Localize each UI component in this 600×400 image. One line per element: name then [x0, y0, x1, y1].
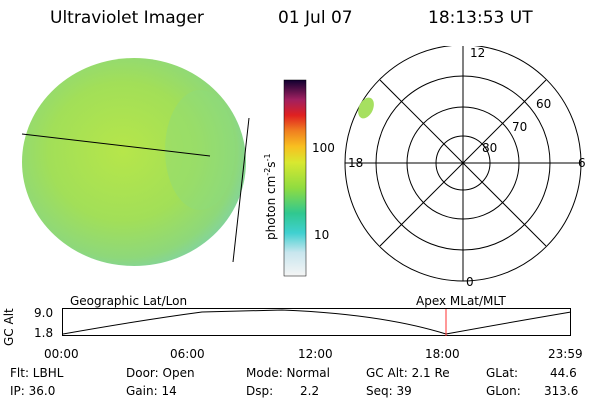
ip-label: IP: 36.0 [10, 384, 56, 398]
colorbar-tick-100: 100 [312, 141, 335, 155]
mode-label: Mode: Normal [246, 366, 330, 380]
alt-right-title: Apex MLat/MLT [416, 294, 506, 308]
altitude-timeline [62, 308, 572, 336]
door-label: Door: Open [126, 366, 195, 380]
time-label: 18:13:53 UT [428, 8, 533, 28]
alt-xtick-4: 23:59 [548, 347, 583, 361]
alt-xtick-1: 06:00 [170, 347, 205, 361]
aurora-patch [358, 97, 374, 119]
glon-value: 313.6 [544, 384, 579, 398]
glat-label: GLat: [486, 366, 519, 380]
polar-plot [344, 46, 582, 282]
alt-left-title: Geographic Lat/Lon [70, 294, 188, 308]
gain-label: Gain: 14 [126, 384, 177, 398]
color-scale-bar [283, 79, 307, 277]
seq-label: Seq: 39 [366, 384, 412, 398]
uv-disk-image [21, 58, 250, 266]
colorbar-tick-10: 10 [314, 228, 330, 242]
date-label: 01 Jul 07 [278, 8, 353, 28]
alt-ytick-top: 9.0 [34, 306, 54, 320]
alt-xtick-0: 00:00 [44, 347, 79, 361]
alt-ytick-bottom: 1.8 [34, 326, 54, 340]
alt-xtick-2: 12:00 [298, 347, 333, 361]
dsp-value: 2.2 [300, 384, 320, 398]
glat-value: 44.6 [550, 366, 577, 380]
polar-label-6: 6 [578, 156, 586, 170]
gc-alt-label: GC Alt: 2.1 Re [366, 366, 450, 380]
polar-lat-70: 70 [512, 120, 528, 134]
polar-label-0: 0 [466, 275, 474, 289]
limb-line [232, 117, 250, 263]
alt-xtick-3: 18:00 [425, 347, 460, 361]
polar-label-18: 18 [348, 156, 364, 170]
colorbar-unit-label: photon cm-2s-1 [263, 153, 278, 240]
polar-lat-80: 80 [482, 141, 498, 155]
dsp-label: Dsp: [246, 384, 274, 398]
filter-label: Flt: LBHL [10, 366, 64, 380]
geo-line [21, 133, 211, 157]
earth-disk [22, 58, 246, 266]
alt-ylabel: GC Alt [2, 308, 16, 346]
polar-lat-60: 60 [536, 97, 552, 111]
polar-label-12: 12 [470, 46, 486, 60]
app-title: Ultraviolet Imager [50, 8, 204, 28]
glon-label: GLon: [486, 384, 521, 398]
